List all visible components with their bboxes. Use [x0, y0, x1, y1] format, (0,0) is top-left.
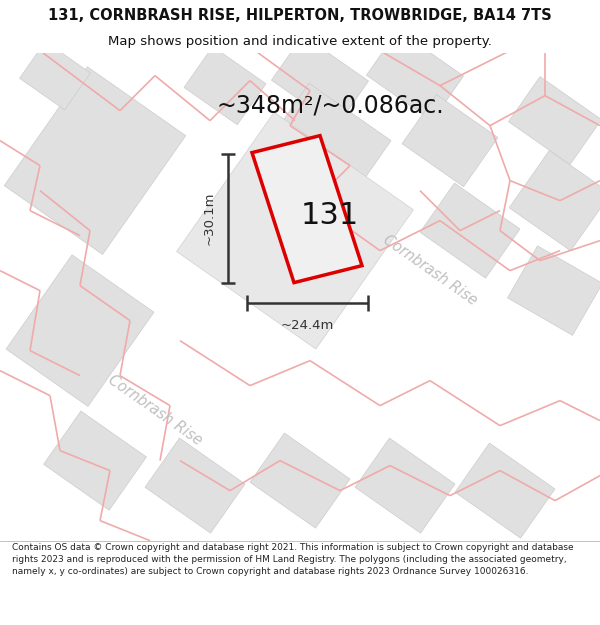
Polygon shape — [176, 112, 413, 349]
Text: 131: 131 — [301, 201, 359, 230]
Polygon shape — [509, 151, 600, 251]
Polygon shape — [44, 411, 146, 510]
Polygon shape — [250, 433, 350, 528]
Polygon shape — [420, 183, 520, 278]
Text: 131, CORNBRASH RISE, HILPERTON, TROWBRIDGE, BA14 7TS: 131, CORNBRASH RISE, HILPERTON, TROWBRID… — [48, 8, 552, 23]
Polygon shape — [508, 246, 600, 336]
Text: Contains OS data © Crown copyright and database right 2021. This information is : Contains OS data © Crown copyright and d… — [12, 543, 574, 576]
Polygon shape — [20, 41, 91, 110]
Polygon shape — [269, 83, 391, 198]
Text: ~30.1m: ~30.1m — [203, 191, 216, 245]
Polygon shape — [355, 438, 455, 533]
Text: ~348m²/~0.086ac.: ~348m²/~0.086ac. — [216, 94, 444, 118]
Polygon shape — [252, 136, 362, 282]
Polygon shape — [455, 443, 555, 538]
Text: Map shows position and indicative extent of the property.: Map shows position and indicative extent… — [108, 35, 492, 48]
Text: Cornbrash Rise: Cornbrash Rise — [380, 232, 480, 309]
Polygon shape — [509, 77, 600, 164]
Polygon shape — [367, 30, 464, 121]
Polygon shape — [271, 35, 368, 126]
Polygon shape — [402, 94, 498, 187]
Text: Cornbrash Rise: Cornbrash Rise — [105, 372, 205, 449]
Polygon shape — [4, 67, 186, 254]
Polygon shape — [184, 46, 266, 125]
Text: ~24.4m: ~24.4m — [281, 319, 334, 332]
Polygon shape — [6, 255, 154, 406]
Polygon shape — [145, 438, 245, 533]
